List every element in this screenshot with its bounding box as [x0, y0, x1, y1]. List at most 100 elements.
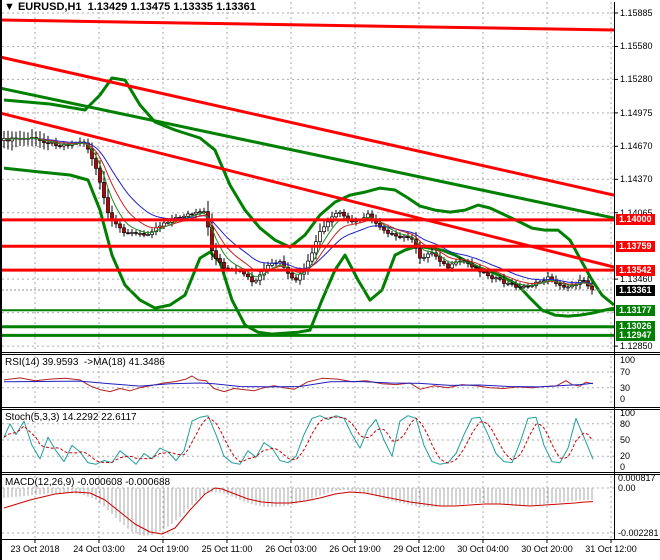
price-axis-label: 1.14975 — [620, 107, 653, 118]
resistance-price-box: 1.14000 — [616, 214, 655, 226]
chart-left-border — [0, 0, 2, 560]
macd-axis-label: 0.00 — [618, 483, 636, 493]
candle-bullish — [450, 263, 454, 269]
candle-bearish — [406, 235, 410, 239]
candle-bullish — [166, 221, 170, 224]
resistance-price-box: 1.13759 — [616, 240, 655, 252]
bollinger-lower-band[interactable] — [3, 166, 614, 336]
macd-axis-label: 0.000817 — [618, 473, 656, 483]
candle-bearish — [394, 233, 398, 237]
time-axis-label[interactable]: 29 Oct 12:00 — [393, 544, 445, 554]
trendline-resistance-mid[interactable] — [0, 55, 614, 197]
candle-bearish — [342, 211, 346, 217]
candle-bearish — [290, 272, 294, 279]
time-axis-label[interactable]: 26 Oct 19:00 — [329, 544, 381, 554]
time-axis-label[interactable]: 25 Oct 11:00 — [201, 544, 253, 554]
support-price-box: 1.13177 — [616, 304, 655, 316]
candle-bullish — [182, 215, 186, 218]
rsi-axis-label: 0 — [620, 394, 626, 405]
candle-bullish — [426, 253, 430, 258]
candle-bearish — [446, 263, 450, 269]
candle-bearish — [218, 258, 222, 263]
rsi-axis-label: 30 — [620, 382, 631, 393]
clip-stoch-group — [2, 411, 614, 470]
candle-bearish — [386, 229, 390, 234]
candle-bullish — [186, 213, 190, 217]
candle-bullish — [322, 226, 326, 232]
trendline-resistance-lower[interactable] — [0, 111, 614, 269]
candle-bullish — [310, 252, 314, 262]
candle-bullish — [150, 231, 154, 235]
candle-bearish — [98, 168, 102, 183]
stoch-axis-label: 50 — [620, 435, 631, 445]
candle-bearish — [134, 232, 138, 234]
candle-bullish — [130, 232, 134, 234]
clip-macd-group — [2, 476, 614, 538]
ma-green — [3, 137, 593, 287]
candle-bearish — [502, 278, 506, 284]
candle-bullish — [522, 285, 526, 288]
rsi-axis-label: 70 — [620, 367, 631, 378]
time-axis-label[interactable]: 30 Oct 04:00 — [457, 544, 509, 554]
candle-bearish — [562, 284, 566, 288]
candle-bullish — [146, 234, 150, 236]
candle-bearish — [382, 226, 386, 231]
stoch-axis-label: 20 — [620, 451, 631, 462]
stoch-axis-label: 80 — [620, 418, 631, 429]
rsi-axis-label: 100 — [620, 355, 636, 366]
candle-bullish — [50, 141, 54, 144]
candle-bearish — [222, 262, 226, 269]
candle-bullish — [518, 286, 522, 288]
time-axis-label[interactable]: 24 Oct 19:00 — [137, 544, 189, 554]
price-axis-label: 1.15280 — [620, 74, 653, 85]
bollinger-upper-band[interactable] — [3, 76, 614, 307]
candle-bearish — [526, 285, 530, 288]
candle-bearish — [122, 227, 126, 234]
price-axis-label: 1.14370 — [620, 174, 653, 185]
candle-bearish — [118, 223, 122, 229]
time-axis-label[interactable]: 23 Oct 2018 — [10, 544, 60, 554]
candle-bearish — [126, 232, 130, 235]
candle-bullish — [566, 286, 570, 289]
candle-bullish — [430, 252, 434, 255]
price-axis-label: 1.12850 — [620, 341, 653, 352]
price-axis-label: 1.15580 — [620, 41, 653, 52]
candle-bearish — [282, 261, 286, 268]
trendline-green-channel[interactable] — [0, 86, 614, 220]
candle-bearish — [250, 276, 254, 283]
symbol-menu-icon[interactable]: ▼ — [4, 1, 15, 13]
candle-bearish — [474, 266, 478, 269]
candle-bullish — [402, 235, 406, 238]
resistance-price-box: 1.13542 — [616, 264, 655, 276]
price-axis-label: 1.14065 — [620, 207, 653, 218]
candle-bearish — [590, 285, 594, 291]
rsi-line — [3, 375, 594, 393]
price-axis-label: 1.14670 — [620, 141, 653, 152]
candle-bullish — [422, 257, 426, 259]
rsi-ma-line — [3, 380, 594, 388]
candle-bearish — [486, 271, 490, 277]
macd-signal-line — [3, 487, 594, 535]
candle-bearish — [442, 261, 446, 265]
clip-main-group — [0, 2, 614, 351]
time-axis-label[interactable]: 24 Oct 03:00 — [73, 544, 125, 554]
candle-bearish — [398, 235, 402, 238]
candle-bearish — [46, 142, 50, 145]
candle-bearish — [482, 271, 486, 274]
clip-rsi-group — [2, 356, 614, 406]
trendline-resistance-upper[interactable] — [0, 18, 614, 32]
candle-bearish — [582, 280, 586, 282]
candle-bearish — [106, 197, 110, 214]
support-price-box: 1.12947 — [616, 329, 655, 341]
candle-bearish — [294, 277, 298, 281]
time-axis-label[interactable]: 31 Oct 12:00 — [585, 544, 637, 554]
candle-bullish — [138, 233, 142, 235]
candle-bearish — [498, 277, 502, 280]
macd-panel-label: MACD(12,26,9) -0.000608 -0.000688 — [5, 477, 171, 488]
time-axis-label[interactable]: 26 Oct 03:00 — [265, 544, 317, 554]
time-axis-label[interactable]: 30 Oct 20:00 — [521, 544, 573, 554]
candle-bullish — [326, 221, 330, 228]
candle-bullish — [198, 211, 202, 214]
candle-bearish — [142, 233, 146, 236]
